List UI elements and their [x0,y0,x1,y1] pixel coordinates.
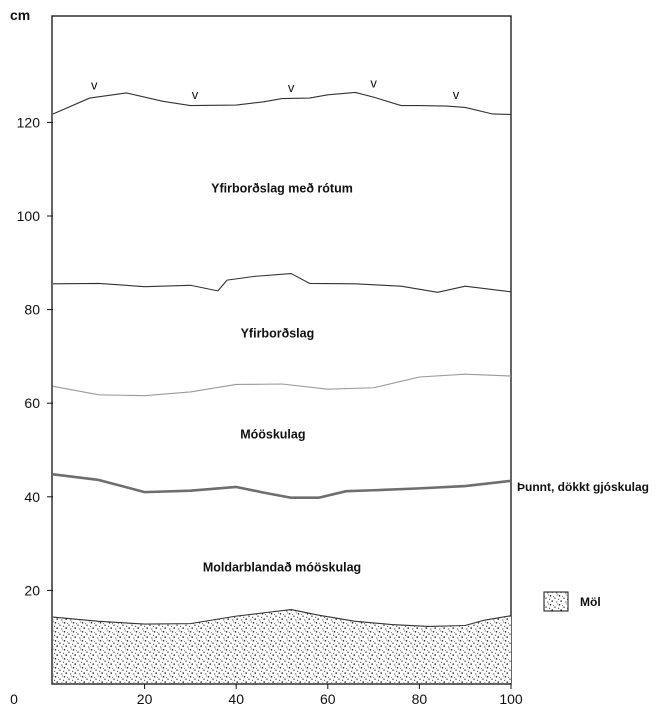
layer-label: Yfirborðslag með rótum [211,182,353,196]
vegetation-marker: v [192,87,199,102]
boundary-63-line [52,373,512,397]
boundary-85-line [52,273,512,293]
vegetation-marker: v [288,80,295,95]
layer-labels: Yfirborðslag með rótum Yfirborðslag Móösku… [203,182,361,575]
vegetation-marker: v [91,78,98,93]
x-tick-label: 100 [499,691,523,707]
layer-label: Móöskulag [240,427,305,441]
surface-line [52,91,512,115]
layer-boundaries [52,91,512,627]
y-tick-label: 80 [24,302,40,318]
tephra-layer-line [52,473,512,500]
vegetation-markers: vv v vv [91,75,460,102]
vegetation-marker: v [370,75,377,90]
y-axis-ticks: 0 20 40 60 80 100 120 [10,114,53,707]
profile-frame [51,15,512,685]
y-axis-unit: cm [10,7,30,23]
layer-label: Moldarblandað móöskulag [203,561,361,575]
gravel-layer [53,609,511,683]
x-tick-label: 40 [228,691,244,707]
x-tick-label: 80 [412,691,428,707]
gravel-legend-swatch [543,591,569,612]
vegetation-marker: v [453,87,460,102]
layer-label: Yfirborðslag [241,327,315,341]
legend: Möl [543,591,601,612]
y-tick-label: 120 [17,114,41,130]
gravel-fill [53,609,511,683]
x-tick-label: 60 [320,691,336,707]
y-tick-label: 20 [24,582,40,598]
x-axis-ticks: 20 40 60 80 100 [137,684,523,707]
y-tick-label: 0 [10,691,18,707]
y-tick-label: 100 [17,208,41,224]
x-tick-label: 20 [137,691,153,707]
gravel-legend-label: Möl [580,595,601,609]
gravel-top-line [52,609,512,627]
y-tick-label: 60 [24,395,40,411]
tephra-side-label: Þunnt, dökkt gjóskulag [517,480,649,494]
y-tick-label: 40 [24,489,40,505]
